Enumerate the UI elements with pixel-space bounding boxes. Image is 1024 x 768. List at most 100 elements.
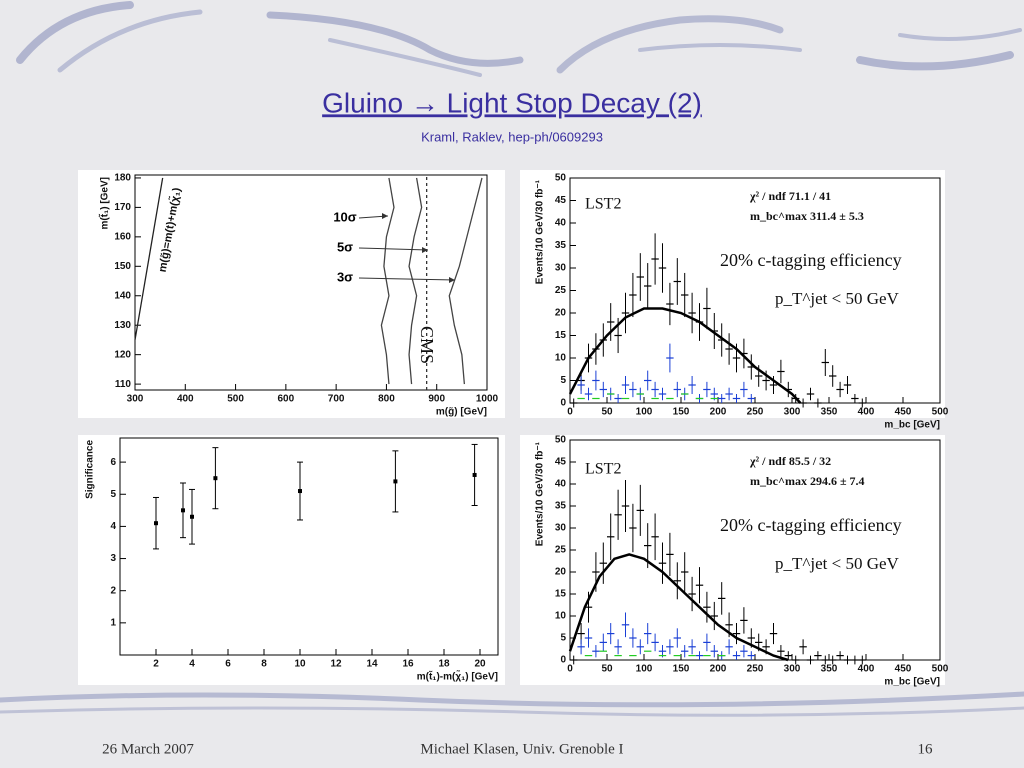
y-tick-label: 150 [114,261,131,272]
contour-label: 3σ [337,269,353,284]
x-tick-label: 450 [895,407,912,418]
x-axis-label: m(t̃₁)-m(χ̃₁) [GeV] [417,670,498,683]
footer-date: 26 March 2007 [102,741,194,757]
x-tick-label: 12 [330,659,342,670]
data-point [181,508,185,513]
y-tick-label: 4 [110,521,116,532]
annotation: m_bc^max 294.6 ± 7.4 [750,474,865,488]
y-tick-label: 0 [560,655,566,666]
y-tick-label: 5 [560,375,566,386]
x-tick-label: 16 [402,659,414,670]
y-tick-label: 3 [110,553,116,564]
contour-line [448,177,483,385]
arrow [358,277,456,281]
y-tick-label: 1 [110,617,116,628]
y-tick-label: 160 [114,231,131,242]
y-tick-label: 0 [560,398,566,409]
y-axis-label: Events/10 GeV/30 fb⁻¹ [535,179,546,284]
x-tick-label: 700 [328,394,345,405]
chart-panel [78,435,505,685]
annotation: 20% c-tagging efficiency [720,250,902,270]
slide-subtitle: Kraml, Raklev, hep-ph/0609293 [421,129,603,144]
y-axis-label: Significance [85,440,96,499]
x-tick-label: 500 [227,394,244,405]
x-axis-label: m_bc [GeV] [884,677,940,688]
x-tick-label: 900 [428,394,445,405]
arrow-head [422,247,428,253]
footer-page: 16 [918,741,934,757]
x-tick-label: 50 [601,407,613,418]
contour-line [134,177,164,341]
data-point [393,479,398,484]
chart: 0 50 100 150 200 250 300 350 400 450 500 0 5 10 15 20 25… [520,435,949,688]
y-tick-label: 50 [555,435,567,446]
x-tick-label: 150 [673,664,690,675]
y-tick-label: 15 [555,589,567,600]
x-tick-label: 10 [294,659,306,670]
x-axis-label: m(g̃) [GeV] [436,406,487,417]
y-tick-label: 35 [555,240,567,251]
fit-curve [568,553,789,662]
y-axis-label: m(t̃₁) [GeV] [98,177,111,229]
fit-curve [568,307,802,404]
y-tick-label: 170 [114,202,131,213]
y-tick-label: 40 [555,218,567,229]
x-tick-label: 14 [366,659,378,670]
x-tick-label: 400 [858,664,875,675]
y-tick-label: 20 [555,567,567,578]
x-tick-label: 4 [189,659,195,670]
x-tick-label: 800 [378,394,395,405]
plot-frame [119,437,499,656]
x-tick-label: 500 [932,407,949,418]
y-tick-label: 25 [555,545,567,556]
x-tick-label: 0 [567,407,573,418]
y-tick-label: 120 [114,349,131,360]
annotation: LST2 [585,196,621,213]
x-tick-label: 50 [601,664,613,675]
arrow-head [449,277,455,283]
chart-panel [520,170,945,418]
decoration [0,1,1024,717]
x-tick-label: 350 [821,664,838,675]
y-tick-label: 50 [555,173,567,184]
y-tick-label: 40 [555,479,567,490]
contour-label: 5σ [337,239,353,254]
annotation: p_T^jet < 50 GeV [775,289,900,308]
x-tick-label: 20 [474,659,486,670]
data-point [472,472,477,477]
y-tick-label: 25 [555,285,567,296]
y-tick-label: 2 [110,585,116,596]
y-tick-label: 35 [555,501,567,512]
x-tick-label: 8 [261,659,267,670]
y-tick-label: 6 [110,457,116,468]
y-tick-label: 45 [555,457,567,468]
data-point [154,521,158,526]
data-point [298,489,302,494]
x-tick-label: 450 [895,664,912,675]
y-tick-label: 15 [555,330,567,341]
chart: 0 50 100 150 200 250 300 350 400 450 500 0 5 10 15 20 25… [520,170,949,431]
y-tick-label: 30 [555,523,567,534]
y-tick-label: 20 [555,308,567,319]
x-tick-label: 150 [673,407,690,418]
x-tick-label: 250 [747,407,764,418]
x-tick-label: 2 [153,659,159,670]
x-tick-label: 600 [278,394,295,405]
y-tick-label: 10 [555,611,567,622]
x-axis-label: m_bc [GeV] [884,420,940,431]
x-tick-label: 400 [177,394,194,405]
x-tick-label: 100 [636,664,653,675]
arrow [358,247,429,251]
plot-frame [134,174,488,391]
x-tick-label: 200 [710,664,727,675]
chart-panel [78,170,505,418]
slide-title: Gluino → Light Stop Decay (2) [322,87,702,118]
x-tick-label: 0 [567,664,573,675]
contour-label: 10σ [333,209,356,224]
x-tick-label: 350 [821,407,838,418]
annotation: χ² / ndf 85.5 / 32 [749,454,831,468]
annotation: m_bc^max 311.4 ± 5.3 [750,209,864,223]
chart: 300 400 500 600 700 800 900 1000 110 120 130 140 150… [78,170,505,418]
